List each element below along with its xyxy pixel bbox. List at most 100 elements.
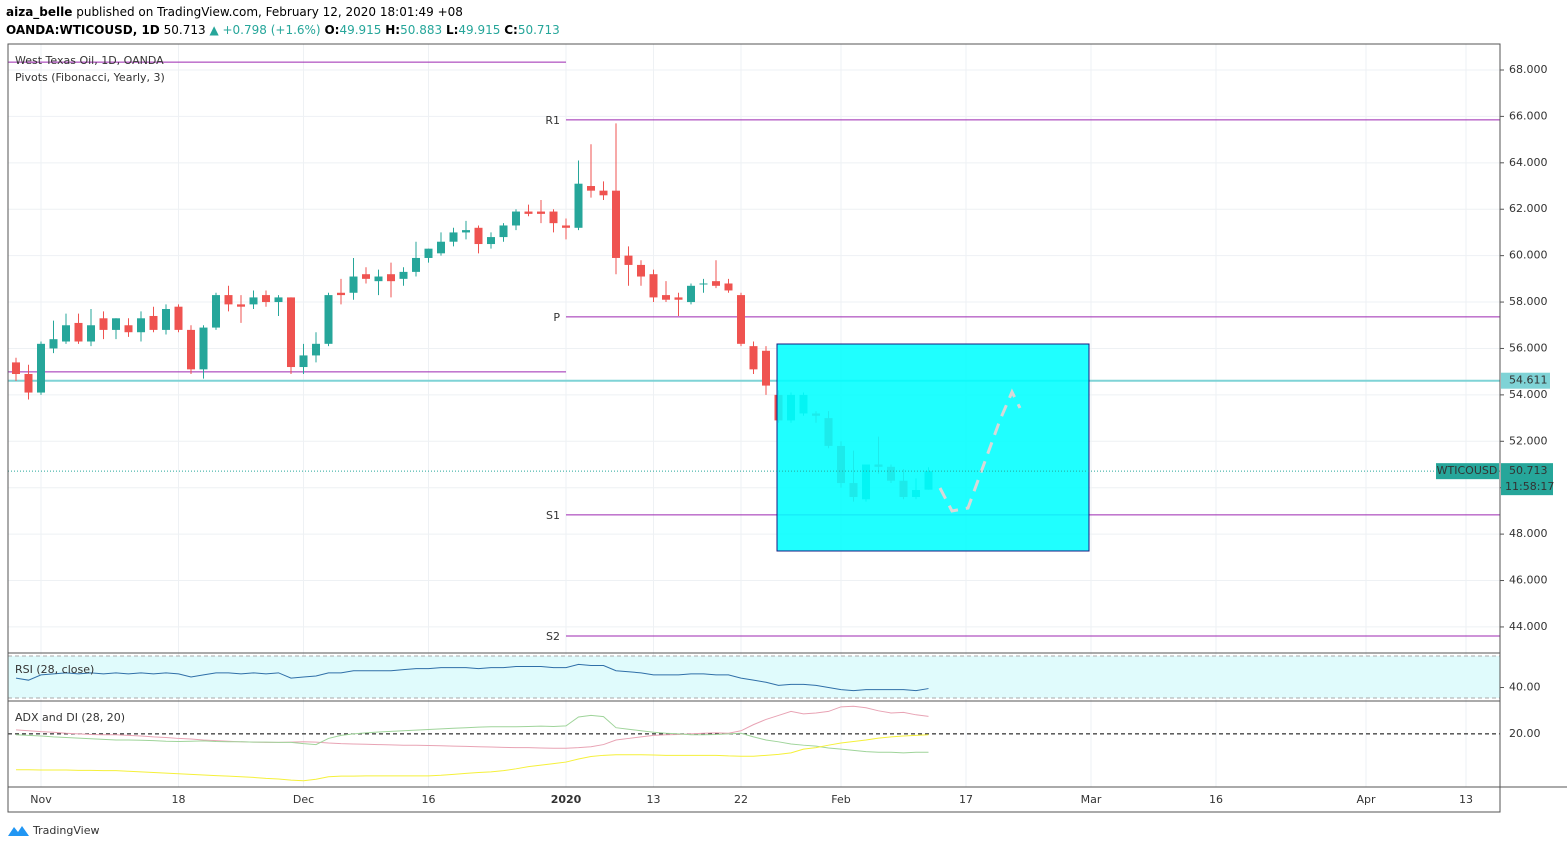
y-tick-label: 56.000 (1509, 341, 1548, 354)
y-tick-label: 46.000 (1509, 574, 1548, 587)
candle-body (399, 271, 408, 279)
y-tick-label: 60.000 (1509, 249, 1548, 262)
candle-body (174, 306, 183, 330)
candle-body (249, 297, 258, 305)
hline-label: 54.611 (1509, 374, 1548, 387)
symbol: OANDA:WTICOUSD, 1D (6, 23, 160, 37)
y-tick-label: 48.000 (1509, 527, 1548, 540)
rsi-tick-label: 40.00 (1509, 681, 1541, 694)
adx-line (15, 714, 929, 754)
candle-body (24, 373, 33, 393)
y-tick-label: 66.000 (1509, 109, 1548, 122)
candle-body (124, 325, 133, 333)
x-tick-label: Dec (293, 793, 314, 806)
x-tick-label: 16 (1209, 793, 1223, 806)
y-tick-label: 64.000 (1509, 156, 1548, 169)
x-tick-label: 17 (959, 793, 973, 806)
candle-body (387, 274, 395, 282)
candle-body (499, 225, 508, 238)
c-value: 50.713 (518, 23, 560, 37)
rsi-band (8, 656, 1500, 699)
x-tick-label: 22 (734, 793, 748, 806)
candle-body (462, 230, 470, 233)
y-tick-label: 62.000 (1509, 202, 1548, 215)
x-tick-label: 16 (422, 793, 436, 806)
candle-body (424, 248, 433, 258)
x-tick-label: 2020 (551, 793, 582, 806)
candle-body (699, 283, 708, 285)
rsi-line (15, 663, 929, 692)
countdown: 11:58:17 (1505, 480, 1554, 493)
candle-body (224, 295, 233, 305)
overlay: 54.611 WTICOUSD 50.713 11:58:17 (8, 372, 1554, 496)
candle-body (262, 295, 270, 303)
candle-body (274, 297, 283, 303)
last-label-bg (1501, 463, 1553, 496)
x-tick-label: Mar (1081, 793, 1102, 806)
candle-body (712, 281, 720, 286)
rectangle-drawing[interactable] (776, 343, 1090, 552)
price: 50.713 (164, 23, 206, 37)
candle-body (137, 318, 145, 333)
h-label: H: (385, 23, 400, 37)
x-tick-label: Nov (30, 793, 52, 806)
y-tick-label: 52.000 (1509, 434, 1548, 447)
candle-body (49, 339, 58, 349)
candle-body (12, 362, 20, 374)
pivot-label: P (553, 311, 560, 324)
x-tick-label: 18 (172, 793, 186, 806)
pivot-label: S1 (546, 509, 560, 522)
adx-tick-label: 20.00 (1509, 727, 1541, 740)
y-tick-label: 58.000 (1509, 295, 1548, 308)
x-tick-label: Apr (1356, 793, 1376, 806)
candle-body (112, 318, 120, 330)
x-tick-label: 13 (647, 793, 661, 806)
candle-body (237, 304, 245, 307)
adx-line (16, 734, 929, 782)
candle-body (349, 276, 358, 293)
x-tick-label: 13 (1459, 793, 1473, 806)
last-label: 50.713 (1509, 464, 1548, 477)
indicator-title: Pivots (Fibonacci, Yearly, 3) (15, 71, 165, 84)
candle-body (412, 257, 420, 272)
candle-body (662, 295, 670, 300)
l-value: 49.915 (458, 23, 500, 37)
candle-body (74, 322, 83, 342)
x-tick-label: Feb (831, 793, 850, 806)
adx-line (15, 705, 929, 749)
candle-body (374, 276, 383, 282)
candle-body (299, 355, 308, 368)
logo[interactable]: TradingView (8, 824, 99, 837)
candle-body (524, 211, 533, 214)
y-tick-label: 54.000 (1509, 388, 1548, 401)
candle-body (549, 211, 558, 224)
candle-body (362, 274, 370, 279)
candle-body (749, 346, 758, 370)
candle-body (637, 264, 645, 277)
pivot-label: R1 (545, 114, 560, 127)
candle-body (737, 295, 745, 344)
candle-body (437, 241, 445, 254)
candle-body (587, 186, 595, 191)
candle-body (762, 350, 770, 386)
arrow-drawing[interactable] (938, 388, 1022, 513)
candle-body (99, 318, 108, 330)
user[interactable]: aiza_belle (6, 5, 72, 20)
published: published on TradingView.com, February 1… (76, 5, 463, 19)
symbol-line: OANDA:WTICOUSD, 1D 50.713 ▲ +0.798 (+1.6… (6, 23, 560, 37)
candle-body (474, 227, 483, 245)
candle-body (649, 274, 658, 298)
candle-body (449, 232, 458, 242)
candle-body (187, 329, 195, 370)
candle-body (562, 225, 570, 228)
y-tick-label: 44.000 (1509, 620, 1548, 633)
chart-title: West Texas Oil, 1D, OANDA (15, 54, 164, 67)
o-label: O: (324, 23, 339, 37)
candle-body (62, 325, 70, 342)
symbol-label: WTICOUSD (1437, 464, 1498, 477)
o-value: 49.915 (339, 23, 381, 37)
symbol-label-bg (1436, 463, 1499, 480)
logo-icon (8, 826, 29, 836)
candle-body (574, 183, 583, 228)
candle-body (612, 190, 620, 258)
